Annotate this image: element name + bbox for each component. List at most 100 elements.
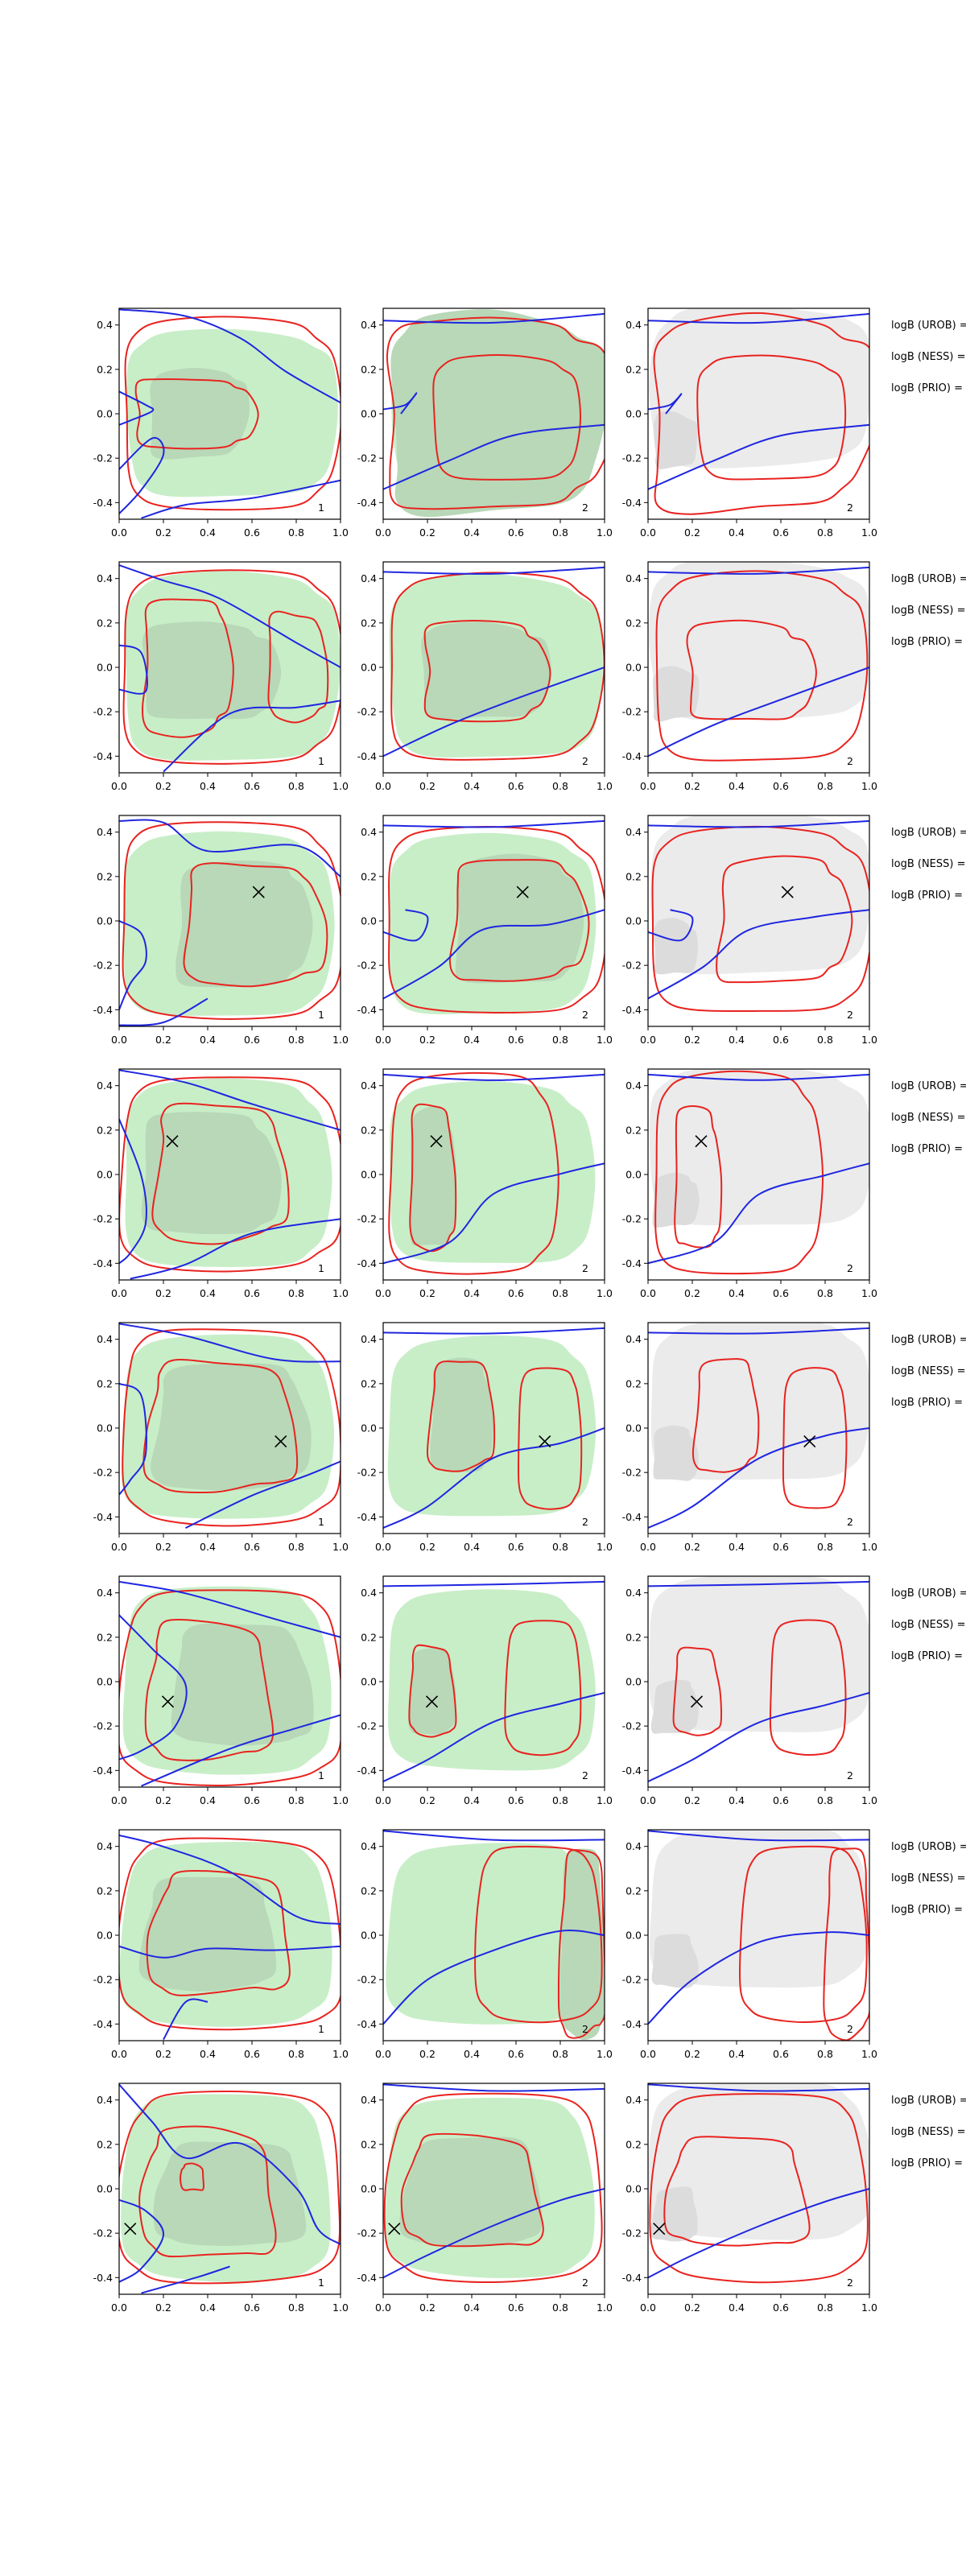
y-tick-label: 0.0 [97, 1930, 113, 1942]
red-contour [142, 1359, 299, 1494]
y-tick-label: 0.0 [97, 1422, 113, 1435]
x-tick-label: 0.8 [288, 2301, 304, 2314]
marker-x [539, 1435, 551, 1448]
panel-r6-c3: 0.0 0.2 0.4 0.6 0.8 1.0 0.4 0.2 0.0 -0.2 -0.4 2 [622, 1575, 877, 1806]
red-contour [144, 1618, 275, 1761]
y-tick-label: -0.2 [93, 1720, 113, 1732]
plot-area [383, 1580, 605, 1782]
plot-area [383, 1327, 605, 1530]
y-tick-label: 0.2 [97, 617, 113, 629]
panel-tag: 2 [582, 2277, 588, 2289]
side-label: logB (NESS) = [891, 1872, 965, 1885]
blue-contour [648, 1931, 869, 2025]
blue-contour [119, 920, 147, 1010]
y-tick-label: 0.0 [625, 662, 642, 674]
panel-r7-c3: 0.0 0.2 0.4 0.6 0.8 1.0 0.4 0.2 0.0 -0.2 -0.4 2 [622, 1829, 877, 2060]
x-tick-label: 1.0 [597, 1541, 613, 1553]
y-tick-label: -0.4 [622, 2018, 642, 2030]
red-contour [691, 1358, 760, 1473]
x-tick-label: 0.0 [375, 1287, 391, 1299]
y-tick-label: 0.4 [361, 1840, 377, 1852]
y-tick-label: 0.0 [625, 1422, 642, 1435]
marker-x [252, 886, 265, 898]
blue-contour [163, 700, 341, 773]
x-tick-label: 0.2 [419, 780, 436, 792]
y-tick-label: 0.2 [97, 363, 113, 375]
x-tick-label: 0.8 [288, 780, 304, 792]
red-contour [432, 354, 582, 481]
x-tick-label: 1.0 [597, 1034, 613, 1046]
x-tick-label: 0.6 [508, 1287, 524, 1299]
blue-contour [648, 819, 869, 828]
marker-x [124, 2223, 137, 2235]
y-tick-label: -0.4 [93, 497, 113, 509]
blue-contour [383, 1162, 605, 1265]
panel-tag: 2 [582, 2023, 588, 2035]
blue-contour [383, 1327, 605, 1335]
x-tick-label: 1.0 [861, 2301, 877, 2314]
blue-contour [383, 1830, 605, 1842]
blue-contour [383, 909, 429, 942]
x-tick-label: 0.4 [200, 1541, 216, 1553]
y-tick-label: 0.4 [625, 826, 642, 838]
panel-r6-c2: 0.0 0.2 0.4 0.6 0.8 1.0 0.4 0.2 0.0 -0.2 -0.4 2 [357, 1575, 613, 1806]
blue-contour [119, 390, 155, 426]
x-tick-label: 0.4 [729, 1541, 745, 1553]
side-label: logB (UROB) = [891, 1080, 966, 1092]
blue-contour [648, 1073, 869, 1081]
blue-contour [383, 1073, 605, 1081]
panel-r8-c3: 0.0 0.2 0.4 0.6 0.8 1.0 0.4 0.2 0.0 -0.2 -0.4 2 [622, 2083, 877, 2314]
density-fill-gray [649, 1576, 869, 1732]
red-contour [388, 1071, 559, 1275]
density-fill-gray [650, 1323, 869, 1480]
y-tick-label: 0.2 [97, 1377, 113, 1389]
blue-contour [119, 1118, 147, 1265]
density-fill-gray [649, 562, 869, 720]
y-tick-label: 0.0 [361, 1930, 377, 1942]
x-tick-label: 0.6 [508, 2301, 524, 2314]
x-tick-label: 1.0 [332, 526, 349, 539]
panel-tag: 1 [318, 502, 324, 514]
x-tick-label: 0.4 [200, 780, 216, 792]
density-fill-gray-inner [653, 411, 698, 469]
y-tick-label: 0.2 [97, 2138, 113, 2150]
blue-contour [648, 312, 869, 324]
y-tick-label: -0.4 [622, 1765, 642, 1777]
marker-x [275, 1435, 287, 1448]
plot-area [383, 2083, 605, 2284]
x-tick-label: 1.0 [597, 526, 613, 539]
x-tick-label: 0.6 [508, 780, 524, 792]
x-tick-label: 0.6 [244, 1794, 260, 1806]
y-tick-label: 0.4 [625, 1587, 642, 1599]
y-tick-label: 0.2 [625, 363, 642, 375]
x-tick-label: 0.0 [111, 2301, 127, 2314]
x-tick-label: 0.0 [640, 2301, 656, 2314]
plot-area [648, 562, 869, 762]
x-tick-label: 0.4 [464, 1794, 480, 1806]
y-tick-label: 0.0 [625, 1930, 642, 1942]
y-tick-label: 0.2 [361, 617, 377, 629]
plot-area [648, 1323, 869, 1530]
red-contour [517, 1367, 583, 1510]
side-label: logB (PRIO) = [891, 1397, 963, 1409]
x-tick-label: 0.4 [729, 2301, 745, 2314]
y-tick-label: 0.0 [361, 1676, 377, 1688]
y-tick-label: 0.2 [97, 870, 113, 882]
blue-contour [383, 1427, 605, 1530]
y-tick-label: 0.4 [361, 2094, 377, 2106]
blue-contour [383, 1580, 605, 1587]
blue-contour [119, 819, 341, 877]
y-tick-label: -0.4 [357, 2018, 377, 2030]
panel-tag: 1 [318, 1262, 324, 1274]
x-tick-label: 1.0 [861, 1287, 877, 1299]
y-tick-label: 0.4 [625, 2094, 642, 2106]
x-tick-label: 0.8 [817, 1794, 833, 1806]
blue-contour [383, 312, 605, 324]
density-fill-gray-inner [650, 2186, 698, 2242]
plot-area [648, 1830, 869, 2041]
blue-contour [119, 997, 208, 1026]
panel-tag: 2 [847, 1009, 853, 1021]
blue-contour [383, 1691, 605, 1782]
x-tick-label: 0.0 [375, 2301, 391, 2314]
blue-contour [648, 1830, 869, 1842]
